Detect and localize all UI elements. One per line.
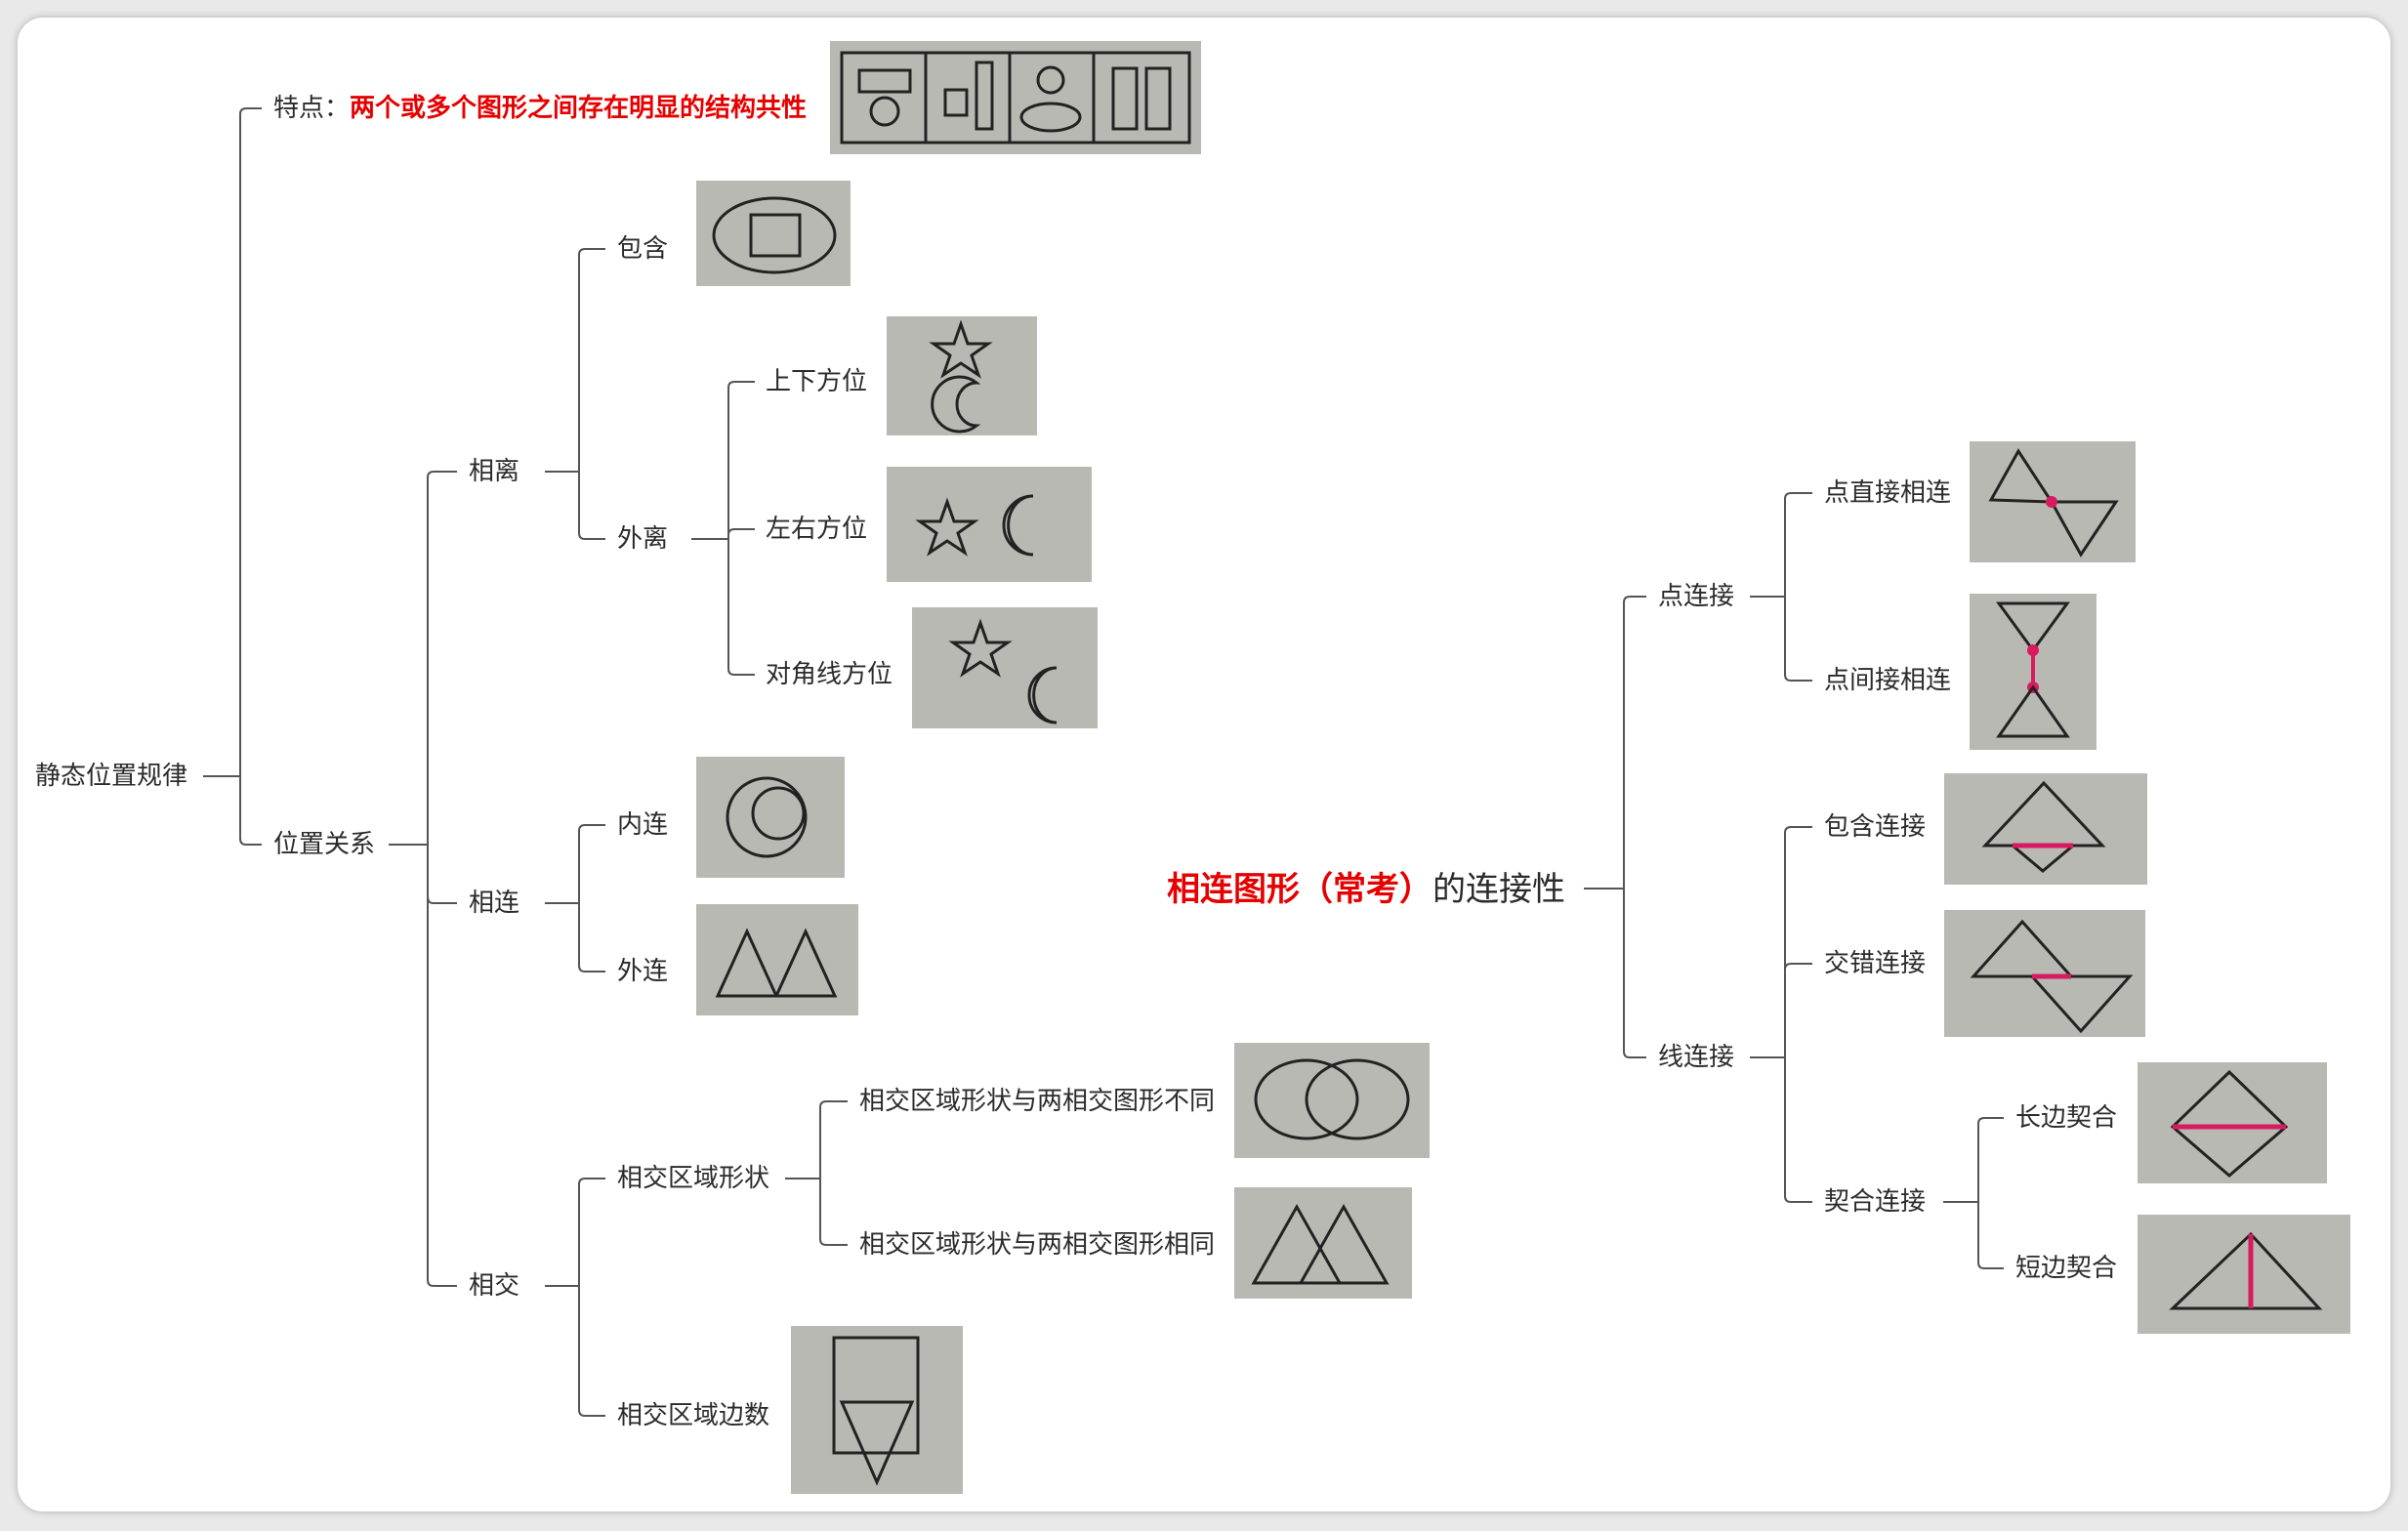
node-long-fit: 长边契合 xyxy=(2015,1103,2118,1133)
contain-connect-figure-image xyxy=(1944,773,2147,885)
mindmap-canvas: 静态位置规律 特点：两个或多个图形之间存在明显的结构共性 位置关系 相离 包含 … xyxy=(18,18,2390,1511)
connector-segment xyxy=(1784,1195,1812,1203)
node-point-direct: 点直接相连 xyxy=(1824,478,1952,508)
connector-segment xyxy=(578,965,605,972)
node-separate: 相离 xyxy=(469,457,520,486)
connector-segment xyxy=(427,896,457,904)
connector-segment xyxy=(578,824,605,832)
connector-segment xyxy=(1977,1262,2004,1269)
node-cross-connect: 交错连接 xyxy=(1824,949,1927,978)
connector-segment xyxy=(578,532,605,540)
feature-figure-image xyxy=(830,41,1201,154)
long-fit-figure-image xyxy=(2138,1062,2327,1183)
connector-segment xyxy=(578,1409,605,1417)
connector-segment xyxy=(727,668,755,676)
node-contain: 包含 xyxy=(617,234,669,264)
node-line-connect: 线连接 xyxy=(1658,1043,1735,1072)
node-intersect-edges: 相交区域边数 xyxy=(617,1401,770,1430)
node-fit-connect: 契合连接 xyxy=(1824,1187,1927,1217)
node-external: 外离 xyxy=(617,524,669,554)
node-point-indirect: 点间接相连 xyxy=(1824,666,1952,695)
diagonal-figure-image xyxy=(912,607,1098,728)
connector-segment xyxy=(1623,596,1646,603)
connector-segment xyxy=(819,1238,848,1246)
node-position-relation: 位置关系 xyxy=(273,830,376,859)
node-up-down: 上下方位 xyxy=(766,367,868,396)
point-indirect-figure-image xyxy=(1970,594,2097,750)
node-inner-connect: 内连 xyxy=(617,810,669,840)
contain-figure-image xyxy=(696,181,851,286)
node-left-right: 左右方位 xyxy=(766,515,868,544)
node-outer-connect: 外连 xyxy=(617,957,669,986)
connector-segment xyxy=(578,1178,605,1185)
node-short-fit: 短边契合 xyxy=(2015,1254,2118,1283)
connector-segment xyxy=(427,471,457,478)
outer-connect-figure-image xyxy=(696,904,858,1015)
connector-segment xyxy=(1977,1117,2004,1125)
node-intersect: 相交 xyxy=(469,1271,520,1301)
connector-segment xyxy=(578,248,605,256)
right-root-rest: 的连接性 xyxy=(1432,870,1565,909)
connector-segment xyxy=(819,1100,848,1108)
connector-segment xyxy=(427,1279,457,1287)
connector-segment xyxy=(1784,963,1812,971)
left-right-figure-image xyxy=(887,467,1092,582)
node-intersect-shape: 相交区域形状 xyxy=(617,1164,770,1193)
node-diagonal: 对角线方位 xyxy=(766,660,893,689)
feature-node: 特点：两个或多个图形之间存在明显的结构共性 xyxy=(273,92,807,125)
right-root-node: 相连图形（常考）的连接性 xyxy=(1167,869,1565,910)
feature-label: 特点： xyxy=(273,94,351,123)
feature-text: 两个或多个图形之间存在明显的结构共性 xyxy=(350,94,808,123)
shape-different-figure-image xyxy=(1234,1043,1430,1158)
connector-segment xyxy=(1784,492,1812,500)
node-shape-different: 相交区域形状与两相交图形不同 xyxy=(859,1087,1216,1116)
connector-segment xyxy=(1784,674,1812,682)
connector-segment xyxy=(239,838,262,846)
node-contain-connect: 包含连接 xyxy=(1824,812,1927,842)
point-direct-figure-image xyxy=(1970,441,2136,562)
root-node: 静态位置规律 xyxy=(35,762,188,791)
up-down-figure-image xyxy=(887,316,1037,435)
connector-segment xyxy=(727,528,755,536)
node-connected: 相连 xyxy=(469,889,520,918)
connector-segment xyxy=(1784,826,1812,834)
connector-segment xyxy=(727,381,755,389)
connector-segment xyxy=(239,107,262,115)
node-shape-same: 相交区域形状与两相交图形相同 xyxy=(859,1230,1216,1260)
connector-segment xyxy=(1623,1051,1646,1058)
right-root-red: 相连图形（常考） xyxy=(1167,870,1432,909)
connector-lines xyxy=(203,107,2004,1417)
node-point-connect: 点连接 xyxy=(1658,582,1735,611)
intersect-edges-figure-image xyxy=(791,1326,963,1494)
inner-connect-figure-image xyxy=(696,757,845,878)
short-fit-figure-image xyxy=(2138,1215,2350,1334)
cross-connect-figure-image xyxy=(1944,910,2145,1037)
shape-same-figure-image xyxy=(1234,1187,1412,1299)
